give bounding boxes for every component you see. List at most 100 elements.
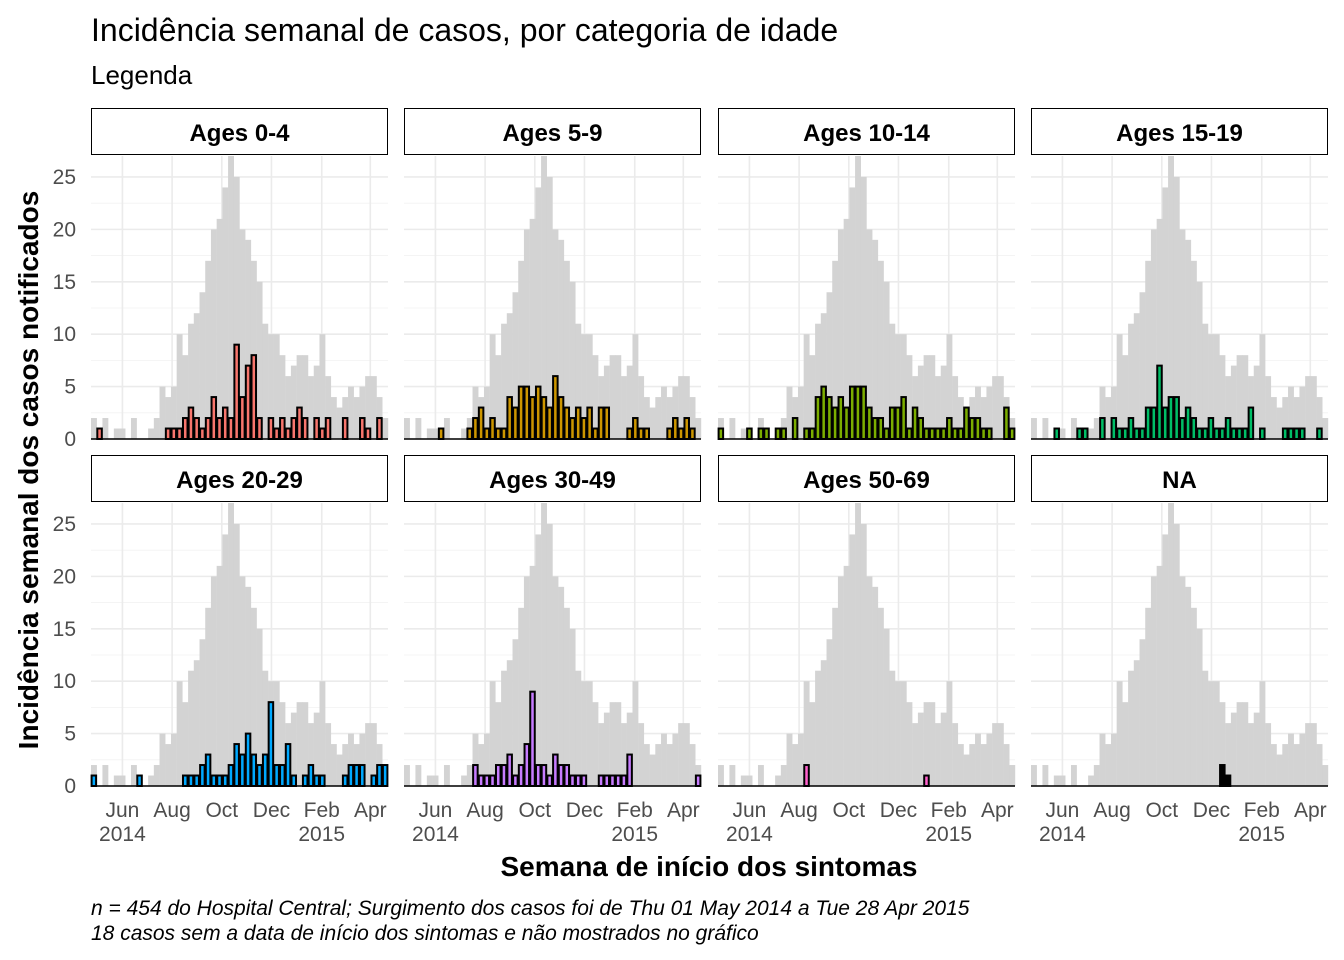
group-bar xyxy=(763,427,770,441)
background-bar xyxy=(1225,723,1232,786)
background-bar xyxy=(205,607,212,786)
group-bar xyxy=(187,774,195,787)
background-bar xyxy=(130,765,137,786)
background-bar xyxy=(1242,355,1249,439)
background-bar xyxy=(1070,418,1077,439)
group-bar xyxy=(279,417,286,441)
background-bar xyxy=(165,744,172,786)
x-tick-label: Dec xyxy=(566,799,603,822)
background-bar xyxy=(245,586,252,786)
group-bar xyxy=(1287,427,1295,441)
group-bar xyxy=(500,427,508,441)
group-bar xyxy=(472,764,479,788)
background-bar xyxy=(917,712,924,786)
group-bar xyxy=(586,406,593,440)
background-bar xyxy=(581,334,587,439)
background-bar xyxy=(302,702,309,786)
group-bar xyxy=(296,406,303,440)
group-bar xyxy=(256,764,263,788)
background-bar xyxy=(1322,765,1329,786)
group-bar xyxy=(216,774,223,787)
background-bar xyxy=(483,386,490,439)
background-bar xyxy=(975,386,981,439)
facet-strip xyxy=(404,455,701,502)
background-bar xyxy=(239,229,246,439)
group-bar xyxy=(477,774,485,787)
x-tick-label: Oct xyxy=(205,799,238,822)
background-bar xyxy=(1128,670,1135,786)
facet-strip-label: Ages 5-9 xyxy=(502,120,602,147)
group-bar xyxy=(934,427,942,441)
y-tick-label: 15 xyxy=(53,618,76,641)
background-bar xyxy=(415,418,422,439)
background-bar xyxy=(319,681,326,786)
background-bar xyxy=(906,355,913,439)
background-bar xyxy=(330,744,337,786)
group-bar xyxy=(871,417,879,441)
background-bar xyxy=(649,407,656,439)
background-bar xyxy=(1196,281,1203,439)
x-tick-year-label: 2015 xyxy=(925,823,972,846)
background-bar xyxy=(638,723,645,786)
background-bar xyxy=(866,576,873,786)
background-bar xyxy=(558,586,565,786)
background-bar xyxy=(279,702,286,786)
group-bar xyxy=(900,396,907,440)
group-bar xyxy=(244,732,252,787)
group-bar xyxy=(820,385,827,440)
x-tick-label: Jun xyxy=(732,799,766,822)
background-bar xyxy=(1088,775,1095,786)
group-bar xyxy=(980,427,987,441)
background-bar xyxy=(1316,397,1323,439)
group-bar xyxy=(1219,427,1226,441)
background-bar xyxy=(245,239,252,439)
background-bar xyxy=(980,397,987,439)
background-bar xyxy=(199,292,206,439)
background-bar xyxy=(91,418,97,439)
group-bar xyxy=(1247,406,1255,440)
background-bar xyxy=(843,565,850,786)
background-bar xyxy=(1213,334,1220,439)
group-bar xyxy=(717,427,725,441)
group-bar xyxy=(193,417,200,441)
background-bar xyxy=(382,418,389,439)
background-bar xyxy=(1116,681,1123,786)
background-bar xyxy=(239,576,246,786)
background-bar xyxy=(552,576,559,786)
background-bar xyxy=(632,681,639,786)
group-bar xyxy=(239,753,246,787)
background-bar xyxy=(1190,607,1197,786)
group-bar xyxy=(353,764,360,788)
background-bar xyxy=(119,428,126,439)
background-bar xyxy=(535,534,542,786)
group-bar xyxy=(1179,417,1186,441)
group-bar xyxy=(597,406,605,440)
background-bar xyxy=(1270,397,1277,439)
background-bar xyxy=(159,386,166,439)
background-bar xyxy=(992,376,999,439)
background-bar xyxy=(929,702,936,786)
group-bar xyxy=(284,427,292,441)
background-bar xyxy=(615,355,622,439)
background-bar xyxy=(883,281,890,439)
group-bar xyxy=(1281,427,1289,441)
y-tick-label: 25 xyxy=(53,513,76,536)
background-bar xyxy=(815,670,822,786)
caption-line-1: n = 454 do Hospital Central; Surgimento … xyxy=(91,897,970,920)
background-bar xyxy=(975,733,981,786)
background-bar xyxy=(541,156,547,439)
background-bar xyxy=(1202,323,1209,439)
background-bar xyxy=(489,334,496,439)
background-bar xyxy=(1288,386,1294,439)
background-bar xyxy=(649,754,656,786)
group-bar xyxy=(563,406,571,440)
background-bar xyxy=(661,386,667,439)
group-bar xyxy=(968,417,976,441)
background-bar xyxy=(820,313,827,439)
background-bar xyxy=(285,376,292,439)
group-bar xyxy=(546,406,553,440)
group-bar xyxy=(580,774,588,787)
group-bar xyxy=(854,385,862,440)
